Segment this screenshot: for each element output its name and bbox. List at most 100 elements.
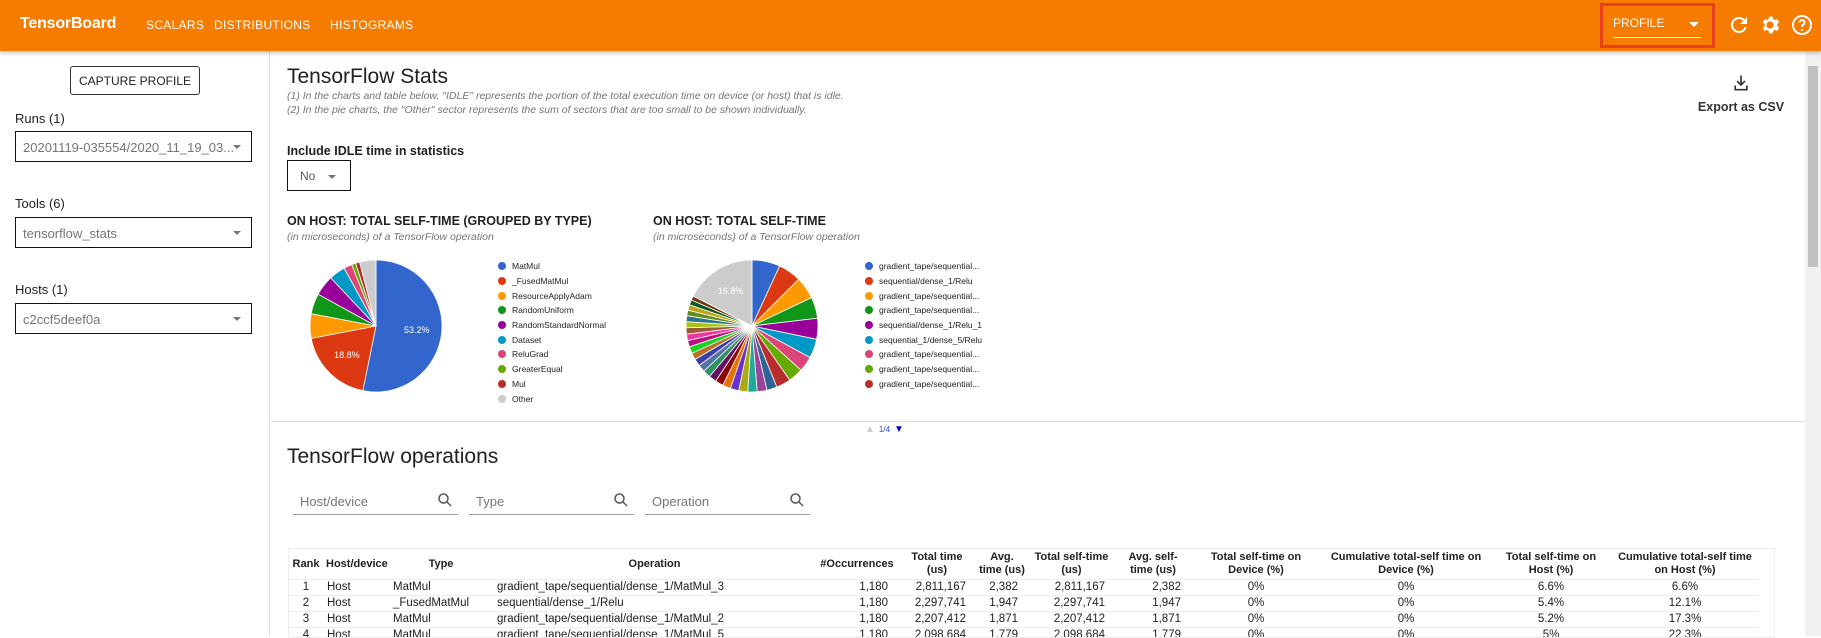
legend-item[interactable]: gradient_tape/sequential... [865,303,982,318]
cell-avg-self: 1,871 [1115,612,1191,628]
note-idle: (1) In the charts and table below, "IDLE… [287,90,844,102]
cell-operation: gradient_tape/sequential/dense_1/MatMul_… [493,580,816,596]
chart1-title: ON HOST: TOTAL SELF-TIME (GROUPED BY TYP… [287,214,592,228]
runs-select[interactable]: 20201119-035554/2020_11_19_03... [15,131,252,162]
legend-item[interactable]: gradient_tape/sequential... [865,288,982,303]
legend-page: 1/4 [879,425,890,434]
legend-item[interactable]: gradient_tape/sequential... [865,377,982,392]
cell-occurrences: 1,180 [816,596,898,612]
column-header-total-self[interactable]: Total self-time (us) [1028,549,1115,580]
hosts-select[interactable]: c2ccf5deef0a [15,303,252,334]
legend-item[interactable]: RandomStandardNormal [498,318,606,333]
cell-host-pct: 5.4% [1491,596,1611,612]
legend-item[interactable]: Dataset [498,332,606,347]
legend-label: gradient_tape/sequential... [879,291,979,301]
legend-item[interactable]: sequential/dense_1/Relu_1 [865,318,982,333]
help-icon[interactable] [1790,13,1814,37]
app-title: TensorBoard [20,15,116,33]
column-header-avg-self[interactable]: Avg. self-time (us) [1115,549,1191,580]
cell-total-self: 2,811,167 [1028,580,1115,596]
host-filter-input[interactable]: Host/device [293,488,458,515]
nav-scalars[interactable]: SCALARS [146,18,204,32]
cell-avg-self: 1,779 [1115,628,1191,638]
ops-title: TensorFlow operations [287,445,498,469]
legend-item[interactable]: _FusedMatMul [498,274,606,289]
column-header-operation[interactable]: Operation [493,549,816,580]
column-header-avg-time[interactable]: Avg. time (us) [976,549,1028,580]
legend-prev-icon[interactable]: ▲ [865,424,875,435]
legend-item[interactable]: gradient_tape/sequential... [865,362,982,377]
legend-label: sequential/dense_1/Relu_1 [879,320,982,330]
runs-value: 20201119-035554/2020_11_19_03... [23,140,234,155]
slice-label: 53.2% [404,325,430,335]
legend-item[interactable]: MatMul [498,259,606,274]
page-scrollbar[interactable] [1805,51,1821,636]
idle-select[interactable]: No [287,160,351,191]
operation-filter-input[interactable]: Operation [645,488,810,515]
cell-type: MatMul [389,580,493,596]
cell-occurrences: 1,180 [816,612,898,628]
legend-swatch [498,262,506,270]
cell-operation: gradient_tape/sequential/dense_1/MatMul_… [493,612,816,628]
legend-label: gradient_tape/sequential... [879,305,979,315]
legend-item[interactable]: ReluGrad [498,347,606,362]
column-header-rank[interactable]: Rank [289,549,323,580]
caret-down-icon [1689,22,1699,27]
type-filter-input[interactable]: Type [469,488,634,515]
cell-total-time: 2,811,167 [898,580,976,596]
cell-rank: 2 [289,596,323,612]
export-csv-button[interactable]: Export as CSV [1691,73,1791,114]
page-scrollbar-thumb[interactable] [1808,66,1818,267]
legend-label: Dataset [512,335,541,345]
nav-histograms[interactable]: HISTOGRAMS [330,18,413,32]
column-header-type[interactable]: Type [389,549,493,580]
legend-item[interactable]: Mul [498,377,606,392]
legend-item[interactable]: sequential/dense_1/Relu [865,274,982,289]
legend-item[interactable]: sequential_1/dense_5/Relu [865,332,982,347]
legend-item[interactable]: gradient_tape/sequential... [865,347,982,362]
cell-cum-host-pct: 6.6% [1611,580,1759,596]
plugin-select[interactable]: PROFILE [1613,16,1701,38]
tools-label: Tools (6) [15,196,65,211]
settings-icon[interactable] [1758,13,1782,37]
capture-profile-button[interactable]: CAPTURE PROFILE [70,66,200,95]
column-header-host-pct[interactable]: Total self-time on Host (%) [1491,549,1611,580]
column-header-device-pct[interactable]: Total self-time on Device (%) [1191,549,1321,580]
column-header-cum-device-pct[interactable]: Cumulative total-self time on Device (%) [1321,549,1491,580]
column-header-host[interactable]: Host/device [323,549,389,580]
legend-label: Other [512,394,533,404]
nav-distributions[interactable]: DISTRIBUTIONS [214,18,311,32]
tools-select[interactable]: tensorflow_stats [15,217,252,248]
cell-cum-device-pct: 0% [1321,628,1491,638]
legend-item[interactable]: gradient_tape/sequential... [865,259,982,274]
chart2-subtitle: (in microseconds) of a TensorFlow operat… [653,231,860,243]
caret-down-icon [328,175,336,179]
legend-item[interactable]: ResourceApplyAdam [498,288,606,303]
legend-item[interactable]: RandomUniform [498,303,606,318]
chart1-subtitle: (in microseconds) of a TensorFlow operat… [287,231,494,243]
slice-label: 18.8% [334,350,360,360]
column-header-cum-host-pct[interactable]: Cumulative total-self time on Host (%) [1611,549,1759,580]
legend-item[interactable]: Other [498,391,606,406]
legend-swatch [865,380,873,388]
legend-label: sequential_1/dense_5/Relu [879,335,982,345]
legend-pager: ▲ 1/4 ▼ [865,424,904,435]
legend-next-icon[interactable]: ▼ [894,424,904,435]
legend-label: Mul [512,379,526,389]
cell-cum-device-pct: 0% [1321,612,1491,628]
refresh-icon[interactable] [1727,13,1751,37]
legend-label: GreaterEqual [512,364,563,374]
cell-operation: sequential/dense_1/Relu [493,596,816,612]
column-header-total-time[interactable]: Total time (us) [898,549,976,580]
column-header-occurrences[interactable]: #Occurrences [816,549,898,580]
legend-item[interactable]: GreaterEqual [498,362,606,377]
caret-down-icon [233,231,241,235]
legend-swatch [498,292,506,300]
caret-down-icon [233,145,241,149]
